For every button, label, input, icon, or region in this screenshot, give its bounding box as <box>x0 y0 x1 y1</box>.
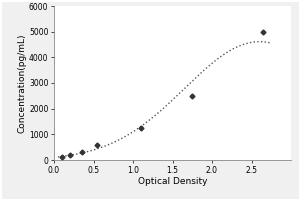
Y-axis label: Concentration(pg/mL): Concentration(pg/mL) <box>17 33 26 133</box>
X-axis label: Optical Density: Optical Density <box>138 177 207 186</box>
